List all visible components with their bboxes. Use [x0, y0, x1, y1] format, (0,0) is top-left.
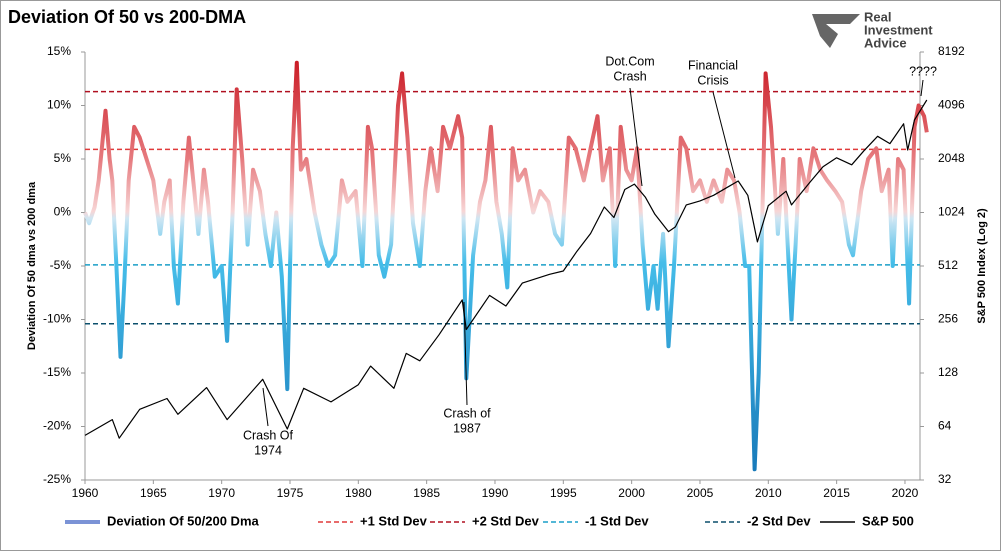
legend-label: -2 Std Dev [747, 513, 811, 528]
y-tick-label: -25% [43, 472, 71, 486]
y2-tick-label: 4096 [938, 98, 965, 112]
y2-tick-label: 8192 [938, 44, 965, 58]
x-tick-label: 1965 [140, 486, 167, 500]
logo-text: Real [864, 9, 891, 24]
legend-label: Deviation Of 50/200 Dma [107, 513, 259, 528]
y-tick-label: 0% [54, 205, 72, 219]
y2-tick-label: 1024 [938, 205, 965, 219]
x-tick-label: 2015 [823, 486, 850, 500]
chart-title: Deviation Of 50 vs 200-DMA [8, 7, 246, 27]
annotation: 1974 [254, 443, 282, 457]
annotation-arrow [463, 301, 468, 406]
x-tick-label: 1960 [72, 486, 99, 500]
annotation: Dot.Com [605, 54, 654, 68]
annotation: ???? [909, 64, 937, 78]
y-tick-label: 15% [47, 44, 71, 58]
y2-axis-label: S&P 500 Index (Log 2) [976, 208, 988, 324]
logo-text: Investment [864, 22, 933, 37]
legend-label: +1 Std Dev [360, 513, 428, 528]
x-tick-label: 1980 [345, 486, 372, 500]
deviation-line [83, 60, 929, 472]
logo [812, 14, 860, 48]
x-tick-label: 1970 [208, 486, 235, 500]
annotation: Financial [688, 58, 738, 72]
y2-tick-label: 32 [938, 472, 952, 486]
annotation: Crash of [443, 406, 491, 420]
x-tick-label: 1990 [482, 486, 509, 500]
annotation-arrow [920, 79, 924, 97]
logo-text: Advice [864, 35, 907, 50]
y-tick-label: -5% [50, 258, 72, 272]
annotation: 1987 [453, 421, 481, 435]
y-tick-label: -10% [43, 312, 71, 326]
x-tick-label: 1975 [277, 486, 304, 500]
y-axis-label: Deviation Of 50 dma vs 200 dma [26, 181, 38, 350]
legend-label: +2 Std Dev [472, 513, 540, 528]
y2-tick-label: 128 [938, 365, 958, 379]
y2-tick-label: 2048 [938, 151, 965, 165]
y2-tick-label: 64 [938, 419, 952, 433]
x-tick-label: 2000 [618, 486, 645, 500]
y-tick-label: 10% [47, 98, 71, 112]
legend-label: S&P 500 [862, 513, 914, 528]
x-tick-label: 1985 [413, 486, 440, 500]
legend-label: -1 Std Dev [585, 513, 649, 528]
annotation-arrow [629, 87, 643, 187]
annotation: Crash [613, 69, 646, 83]
x-tick-label: 2010 [755, 486, 782, 500]
y-tick-label: 5% [54, 151, 72, 165]
annotation: Crash Of [243, 428, 294, 442]
y-tick-label: -15% [43, 365, 71, 379]
annotation-arrow [262, 387, 269, 427]
x-tick-label: 2020 [892, 486, 919, 500]
x-tick-label: 2005 [687, 486, 714, 500]
y2-tick-label: 512 [938, 258, 958, 272]
x-tick-label: 1995 [550, 486, 577, 500]
annotation-arrow [712, 91, 736, 179]
y-tick-label: -20% [43, 419, 71, 433]
y2-tick-label: 256 [938, 312, 958, 326]
annotation: Crisis [697, 73, 728, 87]
sp500-line [84, 99, 928, 439]
logo-icon [812, 14, 860, 48]
